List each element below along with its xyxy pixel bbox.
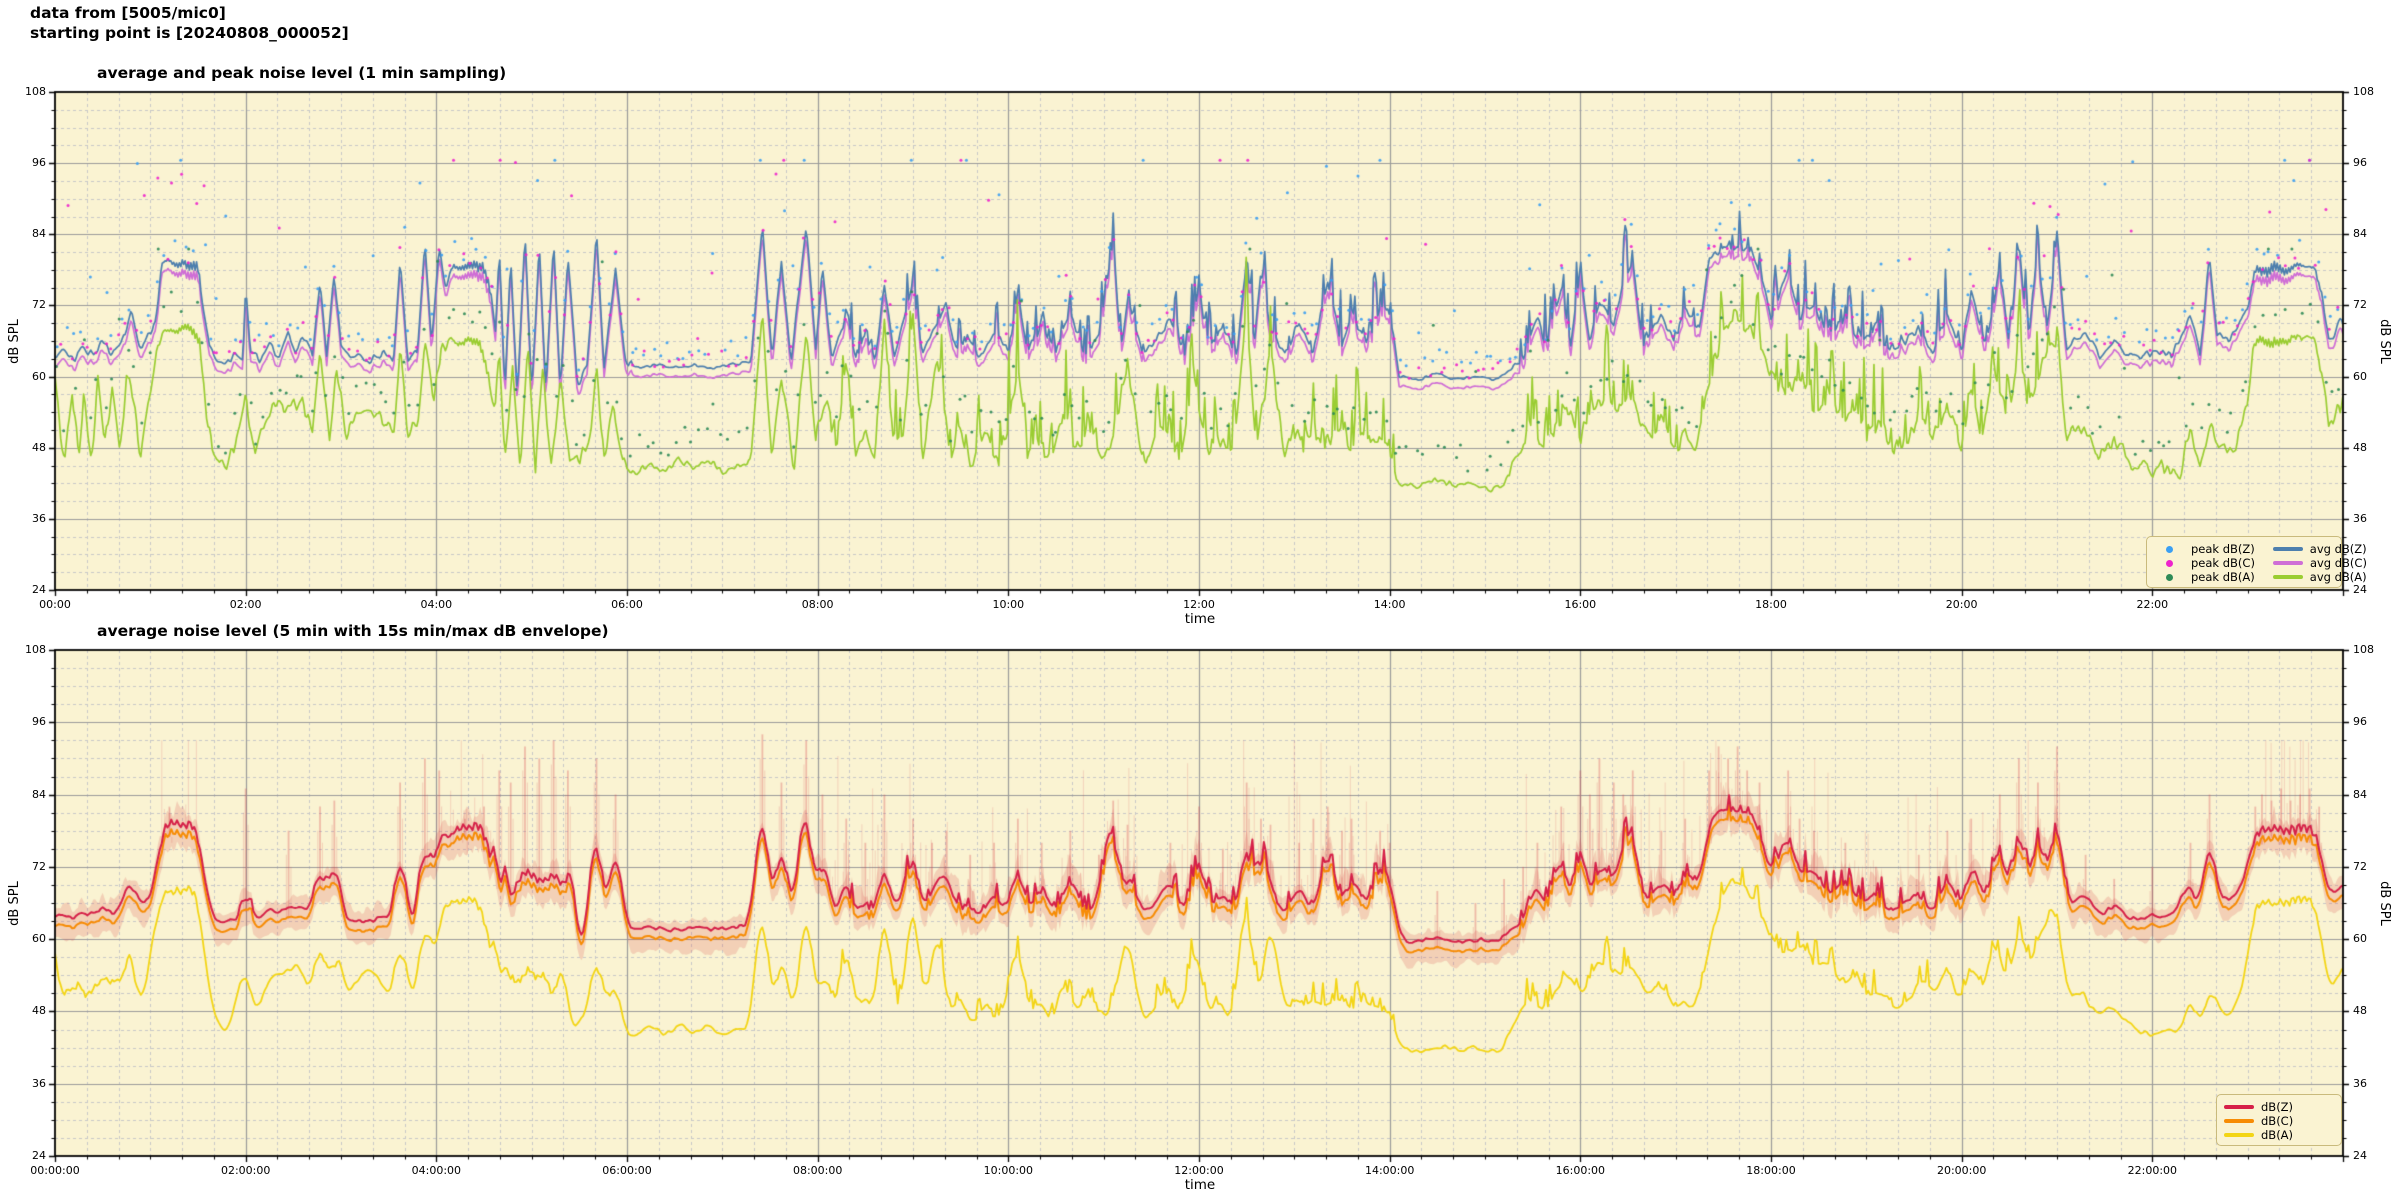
y-tick-label-left: 36 <box>32 1076 46 1090</box>
x-tick-label: 18:00:00 <box>1746 1164 1796 1177</box>
y-tick-label-left: 72 <box>32 298 46 312</box>
y-tick-label-right: 72 <box>2353 298 2367 312</box>
legend-label-dba: dB(A) <box>2261 1128 2294 1142</box>
y-tick-label-left: 48 <box>32 1004 46 1018</box>
x-tick-label: 12:00:00 <box>1174 1164 1224 1177</box>
avg-dba-line-swatch <box>2272 574 2303 580</box>
header-line-2: starting point is [20240808_000052] <box>30 24 349 42</box>
y-tick-label-right: 48 <box>2353 440 2367 454</box>
avg-dbz-line-swatch <box>2272 546 2303 552</box>
y-tick-label-right: 96 <box>2353 715 2367 729</box>
y-tick-label-left: 36 <box>32 511 46 525</box>
legend-label-avg-dbc: avg dB(C) <box>2309 556 2367 570</box>
x-tick-label: 12:00 <box>1183 598 1215 611</box>
avg-dbc-line-swatch <box>2272 560 2303 566</box>
x-tick-label: 22:00 <box>2136 598 2169 611</box>
bottom-chart-legend: dB(Z) dB(C) dB(A) <box>2216 1094 2342 1146</box>
y-tick-label-right: 36 <box>2353 1076 2367 1090</box>
legend-label-avg-dbz: avg dB(Z) <box>2309 542 2367 556</box>
header-line-1: data from [5005/mic0] <box>30 4 226 22</box>
x-tick-label: 16:00:00 <box>1555 1164 1606 1177</box>
bottom-chart-ylabel-left: dB SPL <box>6 881 22 926</box>
legend-label-dbz: dB(Z) <box>2261 1100 2294 1114</box>
top-chart-legend: peak dB(Z) avg dB(Z) peak dB(C) avg dB(C… <box>2146 536 2367 588</box>
x-tick-label: 08:00 <box>801 598 834 611</box>
peak-dbz-dot-swatch <box>2154 545 2184 553</box>
y-tick-label-right: 60 <box>2353 932 2367 946</box>
x-tick-label: 02:00:00 <box>220 1164 271 1177</box>
legend-label-peak-dbz: peak dB(Z) <box>2191 542 2255 556</box>
x-tick-label: 06:00:00 <box>602 1164 652 1177</box>
y-tick-label-right: 108 <box>2353 85 2374 98</box>
y-tick-label-right: 24 <box>2353 1149 2367 1162</box>
y-tick-label-left: 84 <box>32 227 46 241</box>
y-tick-label-left: 24 <box>32 1149 46 1162</box>
x-tick-label: 04:00 <box>420 598 453 611</box>
y-tick-label-left: 96 <box>32 715 46 729</box>
top-chart-xlabel: time <box>1184 611 1216 627</box>
bottom-chart-xlabel: time <box>1184 1177 1216 1193</box>
x-tick-label: 18:00 <box>1755 598 1787 611</box>
y-tick-label-right: 48 <box>2353 1004 2367 1018</box>
peak-dbc-dot-swatch <box>2154 559 2184 567</box>
y-tick-label-left: 72 <box>32 859 46 873</box>
y-tick-label-left: 108 <box>25 643 46 656</box>
x-tick-label: 10:00:00 <box>983 1164 1034 1177</box>
top-chart-ylabel-right: dB SPL <box>2376 319 2392 364</box>
x-tick-label: 00:00 <box>39 598 71 611</box>
x-tick-label: 00:00:00 <box>30 1164 80 1177</box>
x-tick-label: 14:00:00 <box>1364 1164 1415 1177</box>
bottom-chart-ylabel-right: dB SPL <box>2376 881 2392 926</box>
legend-label-avg-dba: avg dB(A) <box>2309 570 2367 584</box>
top-chart-title: average and peak noise level (1 min samp… <box>97 64 507 82</box>
legend-label-dbc: dB(C) <box>2261 1114 2294 1128</box>
y-tick-label-right: 84 <box>2353 227 2367 241</box>
top-chart-ylabel-left: dB SPL <box>6 319 22 364</box>
y-tick-label-right: 108 <box>2353 643 2374 656</box>
x-tick-label: 16:00 <box>1564 598 1597 611</box>
dbz-line-swatch <box>2224 1104 2254 1110</box>
legend-label-peak-dba: peak dB(A) <box>2191 570 2255 584</box>
legend-label-peak-dbc: peak dB(C) <box>2191 556 2255 570</box>
y-tick-label-left: 84 <box>32 787 46 801</box>
y-tick-label-right: 96 <box>2353 156 2367 170</box>
x-tick-label: 08:00:00 <box>792 1164 843 1177</box>
x-tick-label: 10:00 <box>992 598 1025 611</box>
y-tick-label-right: 84 <box>2353 787 2367 801</box>
x-tick-label: 20:00 <box>1945 598 1978 611</box>
y-tick-label-left: 96 <box>32 156 46 170</box>
y-tick-label-left: 24 <box>32 583 46 596</box>
x-tick-label: 02:00 <box>229 598 262 611</box>
y-tick-label-left: 48 <box>32 440 46 454</box>
bottom-chart-title: average noise level (5 min with 15s min/… <box>97 622 609 640</box>
x-tick-label: 20:00:00 <box>1936 1164 1987 1177</box>
y-tick-label-right: 36 <box>2353 511 2367 525</box>
y-tick-label-left: 60 <box>32 932 46 946</box>
x-tick-label: 04:00:00 <box>411 1164 462 1177</box>
dbc-line-swatch <box>2224 1118 2254 1124</box>
y-tick-label-left: 108 <box>25 85 46 98</box>
y-tick-label-right: 24 <box>2353 583 2367 596</box>
peak-dba-dot-swatch <box>2154 573 2184 581</box>
y-tick-label-right: 60 <box>2353 369 2367 383</box>
x-tick-label: 06:00 <box>611 598 643 611</box>
y-tick-label-right: 72 <box>2353 859 2367 873</box>
x-tick-label: 22:00:00 <box>2127 1164 2178 1177</box>
x-tick-label: 14:00 <box>1373 598 1406 611</box>
dba-line-swatch <box>2224 1132 2254 1138</box>
y-tick-label-left: 60 <box>32 369 46 383</box>
